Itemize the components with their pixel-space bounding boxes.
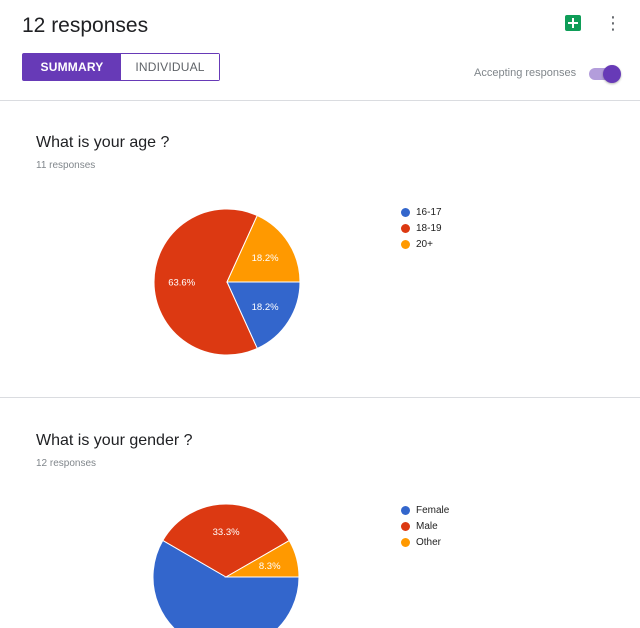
pie-slice-20-[interactable] xyxy=(226,214,301,283)
pie-slice-female[interactable] xyxy=(152,539,300,628)
legend-label: Female xyxy=(416,504,450,516)
legend-label: Other xyxy=(416,536,442,548)
age-legend: 16-17 18-19 20+ xyxy=(401,204,442,252)
legend-label: 16-17 xyxy=(416,206,442,218)
tab-summary[interactable]: SUMMARY xyxy=(23,54,121,80)
legend-item: 20+ xyxy=(401,236,442,252)
pie-slice-other[interactable] xyxy=(224,539,300,578)
pie-value-label: 33.3% xyxy=(213,527,240,538)
response-count: 12 responses xyxy=(36,458,97,469)
pie-value-label: 18.2% xyxy=(252,253,279,264)
legend-item: Male xyxy=(401,518,449,534)
responses-header: 12 responses ⋮ SUMMARY INDIVIDUAL Accept… xyxy=(0,0,640,101)
question-title: What is your age ? xyxy=(36,134,170,151)
legend-item: Other xyxy=(401,534,449,550)
legend-label: 18-19 xyxy=(416,222,442,234)
pie-value-label: 18.2% xyxy=(252,302,279,313)
pie-slice-16-17[interactable] xyxy=(226,281,301,350)
question-title: What is your gender ? xyxy=(36,432,193,449)
pie-value-label: 63.6% xyxy=(168,278,195,289)
question-card-gender: What is your gender ? 12 responses 33.3%… xyxy=(0,398,640,628)
responses-count-title: 12 responses xyxy=(22,14,149,37)
pie-value-label: 8.3% xyxy=(259,561,281,572)
view-tabs: SUMMARY INDIVIDUAL xyxy=(22,53,220,81)
legend-swatch xyxy=(401,207,410,217)
response-count: 11 responses xyxy=(36,160,96,171)
legend-item: 18-19 xyxy=(401,220,442,236)
legend-swatch xyxy=(401,537,410,547)
toggle-thumb xyxy=(603,65,621,83)
pie-slice-18-19[interactable] xyxy=(153,208,258,356)
more-options-icon[interactable]: ⋮ xyxy=(604,13,622,33)
legend-swatch xyxy=(401,223,410,233)
age-pie-chart: 18.2% 63.6% 18.2% xyxy=(153,208,301,356)
legend-label: Male xyxy=(416,520,438,532)
legend-swatch xyxy=(401,521,410,531)
sheets-icon[interactable] xyxy=(565,15,581,31)
accepting-responses-label: Accepting responses xyxy=(474,67,577,79)
legend-label: 20+ xyxy=(416,238,433,250)
tab-individual[interactable]: INDIVIDUAL xyxy=(121,54,219,80)
legend-swatch xyxy=(401,239,410,249)
legend-item: 16-17 xyxy=(401,204,442,220)
legend-item: Female xyxy=(401,502,449,518)
question-card-age: What is your age ? 11 responses 18.2% 63.… xyxy=(0,101,640,398)
gender-legend: Female Male Other xyxy=(401,502,449,550)
accepting-responses-toggle[interactable] xyxy=(589,65,621,83)
legend-swatch xyxy=(401,505,410,515)
gender-pie-chart: 33.3% 8.3% xyxy=(152,503,300,628)
